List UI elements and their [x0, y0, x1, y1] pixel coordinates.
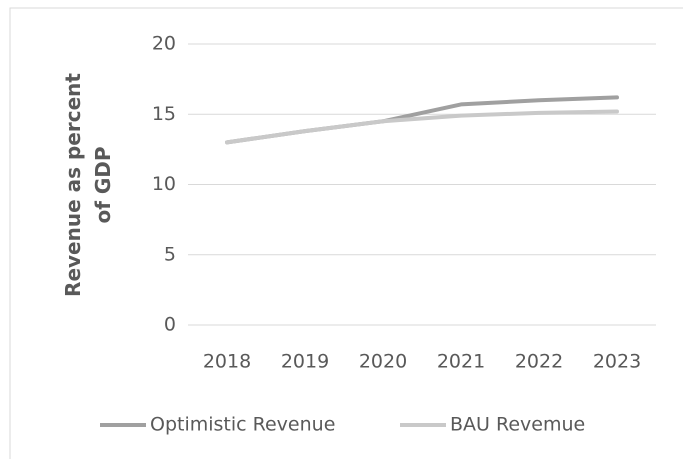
x-tick-label: 2021	[437, 351, 485, 373]
y-tick-label: 15	[152, 103, 176, 125]
x-tick-label: 2020	[359, 351, 407, 373]
y-tick-label: 0	[164, 314, 176, 336]
legend-label: Optimistic Revenue	[150, 414, 335, 436]
y-tick-label: 5	[164, 243, 176, 265]
y-tick-label: 20	[152, 33, 176, 55]
x-tick-label: 2019	[281, 351, 329, 373]
y-tick-label: 10	[152, 173, 176, 195]
x-tick-label: 2023	[593, 351, 641, 373]
series-line	[225, 109, 619, 145]
legend-label: BAU Revemue	[450, 414, 585, 436]
chart-border	[9, 7, 683, 459]
y-axis-label: Revenue as percent of GDP	[61, 73, 115, 297]
x-tick-label: 2022	[515, 351, 563, 373]
x-tick-label: 2018	[203, 351, 251, 373]
